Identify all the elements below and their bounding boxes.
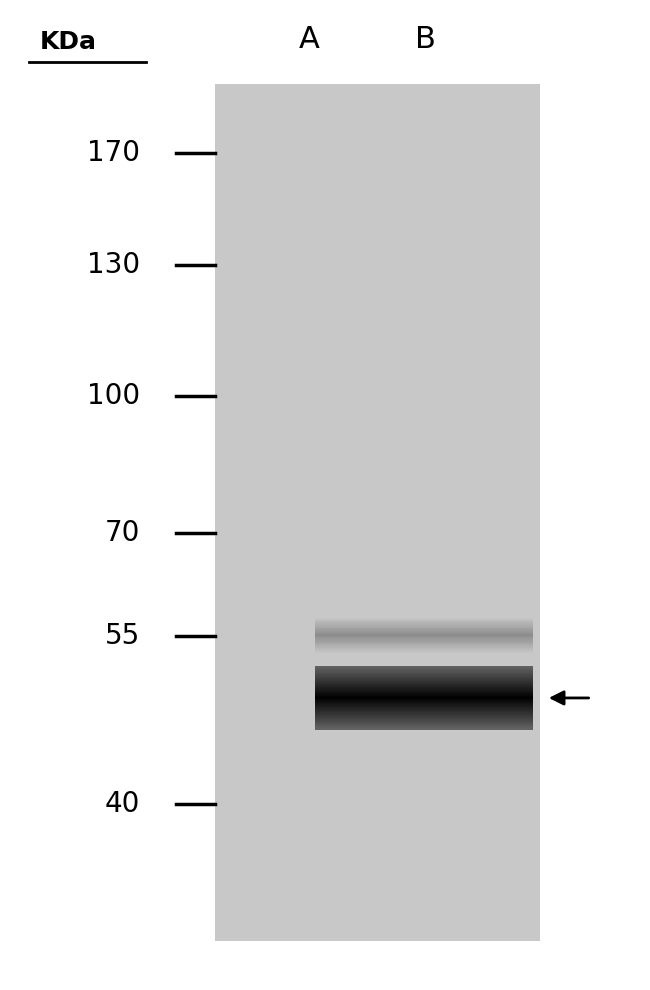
Text: 100: 100 bbox=[86, 382, 140, 410]
Text: 70: 70 bbox=[105, 519, 140, 546]
Text: 55: 55 bbox=[105, 622, 140, 649]
Bar bbox=[214, 84, 540, 940]
Text: 170: 170 bbox=[86, 140, 140, 167]
Text: KDa: KDa bbox=[40, 31, 97, 54]
Text: 130: 130 bbox=[86, 251, 140, 279]
Text: B: B bbox=[415, 26, 436, 54]
Text: 40: 40 bbox=[105, 790, 140, 818]
Text: A: A bbox=[298, 26, 319, 54]
